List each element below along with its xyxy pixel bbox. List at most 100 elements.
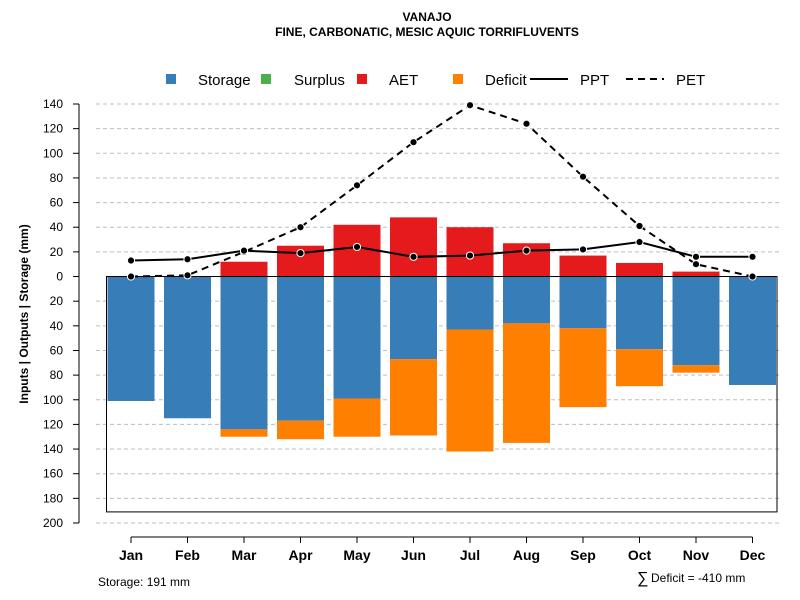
lines [126, 101, 757, 281]
ppt-point-nov [691, 252, 701, 261]
x-tick-label-jul: Jul [460, 547, 480, 563]
pet-point-jul [465, 101, 475, 110]
legend-label-ppt: PPT [580, 72, 609, 89]
pet-point-sep [578, 172, 588, 181]
storage-bar-jul [446, 276, 494, 330]
aet-bar-nov [672, 271, 720, 277]
x-tick-label-feb: Feb [175, 547, 200, 563]
x-tick-label-may: May [343, 547, 370, 563]
ppt-point-oct [635, 237, 644, 247]
pet-point-oct [635, 221, 644, 231]
y-tick-label: 60 [50, 343, 64, 357]
x-tick-label-jan: Jan [119, 547, 143, 563]
ppt-point-jan [126, 256, 136, 265]
y-tick-label: 80 [50, 368, 64, 382]
pet-point-jun [409, 138, 418, 147]
ppt-point-mar [239, 246, 249, 255]
storage-bar-aug [503, 276, 550, 324]
legend-swatch-surplus [261, 74, 271, 84]
y-tick-label: 60 [50, 196, 64, 210]
pet-point-aug [522, 119, 531, 128]
y-tick-label: 160 [43, 467, 63, 481]
storage-bar-feb [164, 276, 211, 419]
y-tick-label: 40 [50, 220, 64, 234]
aet-bar-sep [559, 255, 607, 277]
ppt-point-sep [578, 245, 588, 254]
deficit-bar-apr [277, 420, 324, 440]
storage-bar-apr [277, 276, 324, 421]
aet-bar-jun [390, 217, 437, 277]
x-tick-label-aug: Aug [513, 547, 540, 563]
deficit-bar-nov [672, 365, 720, 373]
legend: Storage Surplus AET Deficit PPT PET [166, 72, 705, 89]
gridlines [96, 103, 780, 524]
aet-bar-oct [616, 262, 663, 277]
aet-bar-mar [220, 261, 268, 277]
y-tick-label: 20 [50, 245, 64, 259]
y-tick-label: 20 [50, 294, 64, 308]
pet-point-nov [691, 260, 701, 269]
pet-point-feb [183, 271, 192, 280]
deficit-bar-mar [220, 429, 268, 437]
ppt-line [130, 241, 753, 262]
legend-swatch-aet [357, 74, 367, 84]
deficit-summary: Deficit = -410 mm [651, 571, 745, 585]
y-tick-label: 120 [43, 122, 63, 136]
legend-label-aet: AET [389, 72, 418, 89]
storage-bar-mar [220, 276, 268, 430]
y-axis-label: Inputs | Outputs | Storage (mm) [17, 224, 31, 403]
y-axis: 1401201008060402002040608010012014016018… [43, 97, 80, 530]
ppt-point-jul [465, 251, 475, 260]
storage-bar-dec [729, 276, 776, 385]
y-tick-label: 100 [43, 393, 63, 407]
y-tick-label: 80 [50, 171, 64, 185]
y-tick-label: 180 [43, 491, 63, 505]
ppt-point-may [352, 242, 362, 252]
legend-swatch-storage [166, 74, 176, 84]
x-tick-label-jun: Jun [401, 547, 426, 563]
storage-bar-sep [559, 276, 607, 329]
deficit-bar-may [333, 398, 381, 437]
deficit-bar-jun [390, 359, 437, 436]
y-tick-label: 120 [43, 417, 63, 431]
x-tick-label-sep: Sep [570, 547, 596, 563]
legend-label-storage: Storage [198, 72, 251, 89]
x-tick-label-dec: Dec [740, 547, 766, 563]
chart-title: VANAJO [402, 10, 451, 24]
deficit-bar-sep [559, 328, 607, 408]
storage-summary: Storage: 191 mm [98, 575, 190, 589]
y-tick-label: 200 [43, 516, 63, 530]
legend-label-deficit: Deficit [485, 72, 528, 89]
ppt-point-apr [296, 249, 305, 258]
bars [107, 217, 776, 452]
y-tick-label: 140 [43, 97, 63, 111]
pet-point-dec [748, 272, 757, 281]
deficit-bar-aug [503, 323, 550, 443]
deficit-bar-oct [616, 349, 663, 387]
y-tick-label: 140 [43, 442, 63, 456]
storage-bar-jan [107, 276, 155, 401]
y-tick-label: 0 [56, 270, 63, 284]
ppt-point-dec [748, 252, 757, 261]
ppt-point-feb [183, 255, 192, 264]
x-tick-label-nov: Nov [683, 547, 710, 563]
storage-bar-jun [390, 276, 437, 360]
chart-subtitle: FINE, CARBONATIC, MESIC AQUIC TORRIFLUVE… [275, 25, 579, 39]
x-tick-label-mar: Mar [232, 547, 257, 563]
legend-label-pet: PET [676, 72, 705, 89]
storage-bar-oct [616, 276, 663, 350]
x-tick-label-oct: Oct [628, 547, 652, 563]
y-tick-label: 40 [50, 319, 64, 333]
x-tick-label-apr: Apr [288, 547, 313, 563]
sum-symbol: ∑ [637, 570, 648, 587]
y-tick-label: 100 [43, 146, 63, 160]
deficit-bar-jul [446, 329, 494, 452]
storage-bar-may [333, 276, 381, 399]
storage-bar-nov [672, 276, 720, 366]
ppt-point-aug [522, 246, 531, 255]
ppt-point-jun [409, 252, 418, 261]
legend-swatch-deficit [453, 74, 463, 84]
pet-point-jan [126, 272, 136, 281]
x-axis: Jan Feb Mar Apr May Jun Jul Aug Sep Oct Nov Dec [119, 536, 766, 563]
